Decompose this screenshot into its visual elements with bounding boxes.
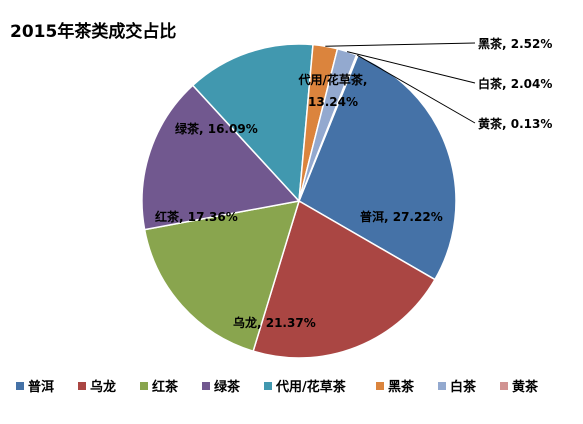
legend-entry-7: 黄茶 — [512, 379, 539, 395]
pie-slice-2 — [143, 200, 301, 353]
pie-slices — [141, 43, 457, 359]
slice-label-1: 乌龙, 21.37% — [233, 315, 316, 330]
slice-label-3: 绿茶, 16.09% — [175, 121, 258, 136]
legend-swatch-6 — [438, 382, 446, 390]
legend-swatch-5 — [376, 382, 384, 390]
leader-line-5 — [325, 42, 476, 47]
leader-line-7 — [356, 54, 476, 124]
legend-entry-6: 白茶 — [450, 379, 477, 395]
legend-swatch-0 — [16, 382, 24, 390]
chart-title: 2015年茶类成交占比 — [10, 21, 176, 42]
slice-label-5: 黑茶, 2.52% — [478, 36, 552, 51]
legend-entry-2: 红茶 — [152, 379, 179, 395]
legend-entry-5: 黑茶 — [388, 379, 415, 395]
pie-slice-4 — [191, 43, 314, 203]
legend-entry-1: 乌龙 — [90, 379, 116, 395]
legend: 普洱 乌龙 红茶 绿茶 代用/花草茶 黑茶 白茶 黄茶 — [16, 379, 539, 395]
slice-label-0: 普洱, 27.22% — [360, 209, 443, 224]
slice-label-6: 白茶, 2.04% — [478, 76, 552, 91]
legend-swatch-4 — [264, 382, 272, 390]
pie-slice-1 — [252, 199, 436, 359]
slice-label-2: 红茶, 17.36% — [155, 209, 238, 224]
legend-swatch-7 — [500, 382, 508, 390]
legend-entry-0: 普洱 — [28, 379, 54, 395]
legend-swatch-1 — [78, 382, 86, 390]
slice-labels: 普洱, 27.22% 乌龙, 21.37% 红茶, 17.36% 绿茶, 16.09%… — [155, 36, 552, 330]
leader-line-6 — [346, 51, 476, 84]
legend-entry-4: 代用/花草茶 — [275, 379, 347, 395]
legend-swatch-3 — [202, 382, 210, 390]
slice-label-7: 黄茶, 0.13% — [478, 116, 552, 131]
slice-label-4-line1: 代用/花草茶, — [298, 72, 368, 87]
legend-swatch-2 — [140, 382, 148, 390]
legend-entry-3: 绿茶 — [214, 379, 241, 395]
pie-slice-3 — [141, 84, 301, 231]
slice-label-4-line2: 13.24% — [308, 95, 358, 109]
